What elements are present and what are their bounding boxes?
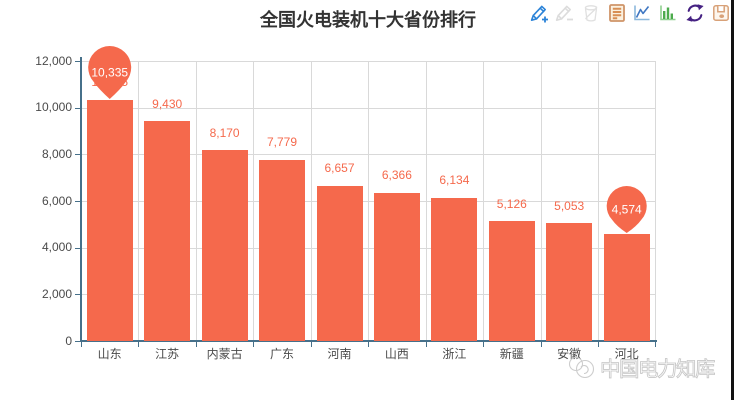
svg-text:中国电力知库: 中国电力知库	[600, 358, 715, 381]
svg-text:10,335: 10,335	[91, 66, 128, 80]
svg-text:4,574: 4,574	[612, 203, 642, 217]
